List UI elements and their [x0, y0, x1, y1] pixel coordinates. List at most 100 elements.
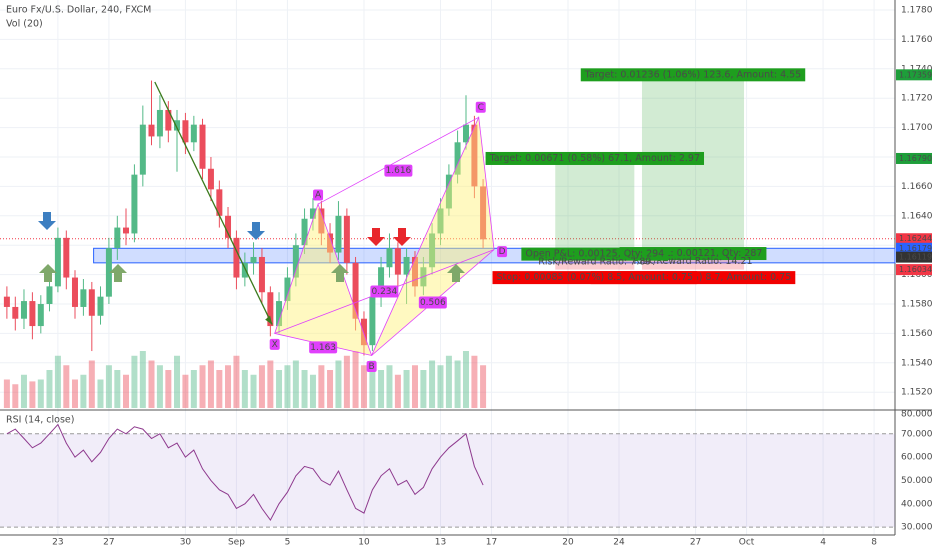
pattern-line — [317, 116, 479, 205]
volume-bar — [97, 379, 104, 408]
candle-body — [3, 296, 10, 307]
volume-bar — [63, 365, 70, 408]
x-tick-label: 13 — [435, 538, 446, 548]
x-tick-label: Oct — [739, 538, 755, 548]
x-tick-label: 20 — [562, 538, 574, 548]
candle-body — [174, 120, 181, 131]
volume-bar — [471, 355, 478, 408]
signal-arrow — [39, 264, 57, 282]
volume-bar — [156, 365, 163, 408]
price-tag — [896, 264, 932, 276]
position-text: Target: 0.01236 (1.06%) 123.6, Amount: 4… — [584, 69, 801, 80]
volume-bar — [37, 379, 44, 408]
price-tag — [896, 233, 932, 245]
candle-body — [437, 208, 444, 234]
candle-body — [207, 168, 214, 190]
volume-bar — [369, 360, 376, 408]
volume-bar — [360, 365, 367, 408]
candle-body — [343, 215, 350, 263]
volume-bar — [386, 365, 393, 408]
volume-bar — [80, 374, 87, 408]
candle-body — [182, 120, 189, 143]
y-tick-label: 1.15600 — [901, 329, 932, 339]
volume-bar — [216, 370, 223, 408]
volume-bar — [54, 355, 61, 408]
candle-body — [97, 296, 104, 316]
volume-bar — [454, 360, 461, 408]
price-tag — [896, 251, 932, 263]
position-text: Open P&L: 0.00125, Qty: 294 — [525, 249, 664, 260]
volume-bar — [139, 351, 146, 408]
volume-bar — [105, 365, 112, 408]
rsi-line — [6, 423, 484, 522]
volume-bar — [462, 351, 469, 408]
volume-bar — [250, 374, 257, 408]
volume-bar — [233, 355, 240, 408]
price-tag-label: 1.16034 — [899, 265, 932, 274]
ratio-text: 1.616 — [386, 166, 412, 176]
point-box — [366, 360, 377, 372]
candle-body — [71, 277, 78, 307]
point-label: B — [369, 362, 375, 372]
support-zone — [93, 247, 896, 264]
ratio-box — [370, 285, 399, 298]
candle-body — [471, 124, 478, 187]
volume-bar — [258, 365, 265, 408]
volume-bar — [122, 374, 129, 408]
price-tag — [896, 152, 932, 164]
candle-body — [225, 215, 232, 238]
signal-arrow — [331, 264, 349, 282]
volume-bar — [403, 370, 410, 408]
volume-bar — [88, 360, 95, 408]
y-tick-label: 1.17600 — [901, 35, 932, 45]
volume-bar — [378, 370, 385, 408]
candle-body — [352, 262, 359, 319]
rsi-tick-label: 50.0000 — [901, 476, 932, 486]
candle-body — [241, 262, 248, 278]
candle-body — [233, 237, 240, 278]
volume-bar — [318, 365, 325, 408]
ratio-text: Risk/Reward Ratio: 7.89 — [538, 257, 651, 268]
ratio-box — [384, 164, 413, 177]
candle-body — [63, 237, 70, 278]
ratio-label: 0.506 — [418, 296, 447, 309]
y-tick-label: 1.17200 — [901, 94, 932, 104]
ratio-label: 1.616 — [384, 164, 413, 177]
candle-body — [190, 124, 197, 143]
x-tick-label: 27 — [690, 538, 701, 548]
volume-bar — [190, 370, 197, 408]
candle-body — [292, 245, 299, 278]
candle-body — [445, 174, 452, 209]
point-label: A — [315, 191, 322, 201]
volume-bar — [420, 370, 427, 408]
rsi-tick-label: 40.0000 — [901, 499, 932, 509]
position-text: Open P&L: 0.00121, Qty: 287 — [624, 248, 763, 259]
candle-body — [276, 301, 283, 327]
candle-body — [139, 124, 146, 175]
candle-body — [411, 256, 418, 287]
volume-bar — [225, 365, 232, 408]
position-label: Stop: 0.00085 (0.07%) 8.5, Amount: 0.75 — [492, 271, 698, 285]
candle-body — [250, 256, 257, 263]
rsi-tick-label: 30.0000 — [901, 523, 932, 533]
candle-body — [122, 227, 129, 234]
candle-body — [480, 186, 487, 240]
candle-body — [284, 277, 291, 302]
point-box — [313, 189, 324, 201]
signal-arrow — [247, 222, 265, 240]
rsi-tick-label: 60.0000 — [901, 453, 932, 463]
candle-body — [88, 289, 95, 316]
volume-bar — [182, 374, 189, 408]
ratio-box — [309, 341, 338, 354]
y-tick-label: 1.15800 — [901, 300, 932, 310]
label-box — [521, 247, 669, 261]
candle-body — [454, 142, 461, 175]
candle-body — [327, 233, 334, 253]
volume-bar — [352, 351, 359, 408]
price-tag — [896, 69, 932, 81]
candle-body — [29, 301, 36, 327]
position-text: Stop: 0.00085 (0.07%) 8.5, Amount: 0.75 — [496, 272, 693, 283]
candle-body — [301, 218, 308, 246]
y-tick-label: 1.15400 — [901, 358, 932, 368]
